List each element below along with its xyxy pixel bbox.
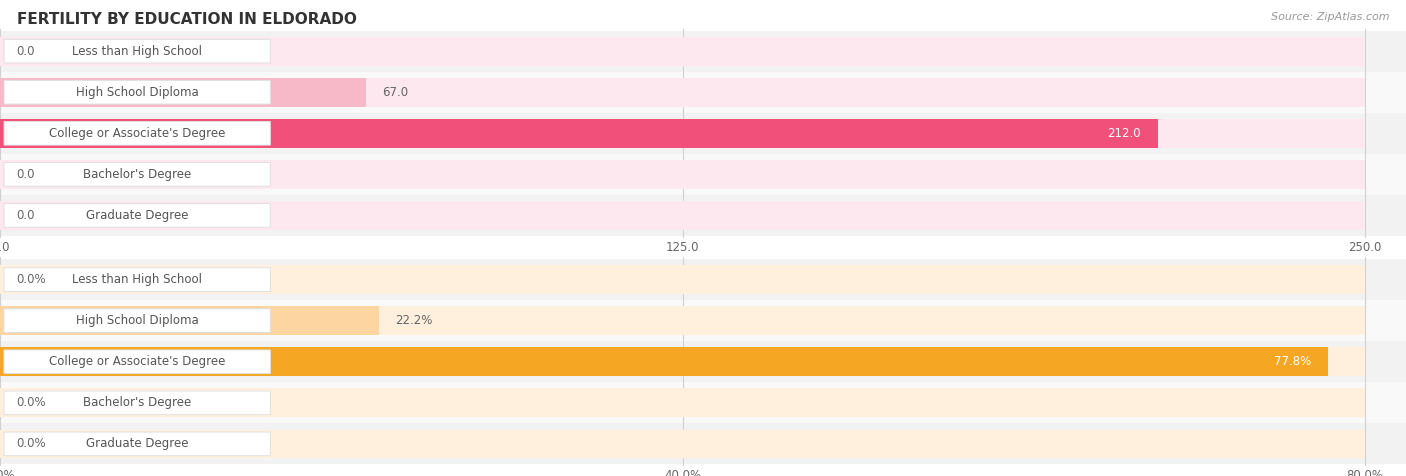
FancyBboxPatch shape [4,268,270,291]
Bar [0,78,366,107]
Bar [0,307,378,335]
Bar [0,347,1365,376]
Bar [0,119,1365,148]
Text: Less than High School: Less than High School [72,45,202,58]
Bar [0,388,1365,417]
Text: Graduate Degree: Graduate Degree [86,209,188,222]
FancyBboxPatch shape [4,80,270,104]
Text: Bachelor's Degree: Bachelor's Degree [83,168,191,181]
Bar [0,259,1406,300]
Text: Graduate Degree: Graduate Degree [86,437,188,450]
Text: 0.0: 0.0 [17,45,35,58]
Text: 0.0%: 0.0% [17,273,46,286]
Bar [0,307,1365,335]
FancyBboxPatch shape [4,204,270,227]
Text: College or Associate's Degree: College or Associate's Degree [49,127,225,140]
Bar [0,37,1365,66]
Bar [0,382,1406,423]
Text: High School Diploma: High School Diploma [76,86,198,99]
FancyBboxPatch shape [4,309,270,333]
Text: High School Diploma: High School Diploma [76,314,198,327]
Bar [0,119,1157,148]
Bar [0,154,1406,195]
Text: 0.0: 0.0 [17,168,35,181]
Bar [0,341,1406,382]
FancyBboxPatch shape [4,121,270,145]
Bar [0,160,1365,188]
Text: 67.0: 67.0 [382,86,408,99]
Text: College or Associate's Degree: College or Associate's Degree [49,355,225,368]
Bar [0,195,1406,236]
FancyBboxPatch shape [4,391,270,415]
FancyBboxPatch shape [4,432,270,456]
Text: 22.2%: 22.2% [395,314,433,327]
Text: Source: ZipAtlas.com: Source: ZipAtlas.com [1271,12,1389,22]
Bar [0,78,1365,107]
Bar [0,201,1365,230]
Bar [0,423,1406,465]
Bar [0,113,1406,154]
Bar [0,72,1406,113]
Text: FERTILITY BY EDUCATION IN ELDORADO: FERTILITY BY EDUCATION IN ELDORADO [17,12,357,27]
Text: Bachelor's Degree: Bachelor's Degree [83,397,191,409]
Text: 0.0: 0.0 [17,209,35,222]
FancyBboxPatch shape [4,162,270,186]
Bar [0,265,1365,294]
FancyBboxPatch shape [4,350,270,374]
Bar [0,347,1327,376]
Text: 212.0: 212.0 [1108,127,1142,140]
Text: 0.0%: 0.0% [17,437,46,450]
Text: 77.8%: 77.8% [1274,355,1312,368]
FancyBboxPatch shape [4,40,270,63]
Bar [0,300,1406,341]
Text: 0.0%: 0.0% [17,397,46,409]
Bar [0,30,1406,72]
Bar [0,429,1365,458]
Text: Less than High School: Less than High School [72,273,202,286]
